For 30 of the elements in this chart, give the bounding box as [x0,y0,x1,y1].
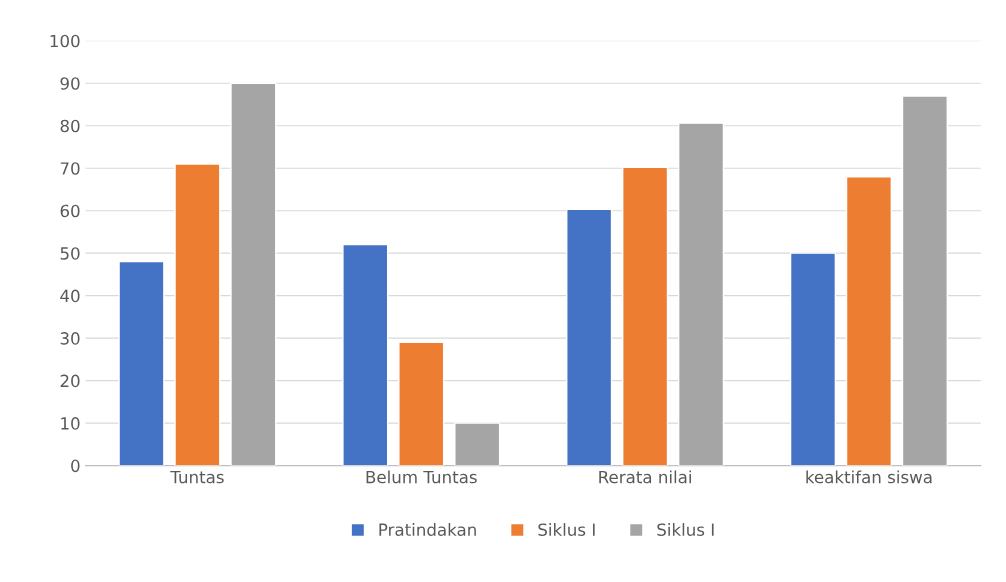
bar [342,243,389,466]
bar [622,166,669,466]
bar [677,122,725,466]
y-tick-label: 80 [60,119,80,133]
legend-label: Siklus I [538,523,595,536]
y-tick-label: 50 [60,247,80,260]
bar [398,341,445,466]
y-tick-label: 60 [60,204,80,218]
bar [789,252,837,466]
y-tick-label: 20 [60,374,80,388]
y-tick-label: 70 [60,162,80,175]
bar [174,163,221,466]
y-tick-label: 40 [60,289,80,303]
y-tick-label: 0 [71,459,80,473]
legend-label: Pratindakan [379,523,476,536]
bar [845,176,893,466]
x-tick-label: Tuntas [170,470,224,484]
bar [566,208,613,466]
x-tick-label: Belum Tuntas [366,470,477,484]
y-tick-label: 100 [50,34,80,48]
bar [901,95,948,466]
bar [454,422,501,466]
bar [118,260,165,466]
y-tick-label: 10 [61,417,80,430]
y-tick-label: 30 [60,332,80,345]
x-tick-label: keaktifan siswa [806,470,932,484]
y-tick-label: 90 [60,77,80,90]
legend-label: Siklus I [657,523,714,536]
x-tick-label: Rerata nilai [599,470,691,484]
bar [230,82,277,466]
